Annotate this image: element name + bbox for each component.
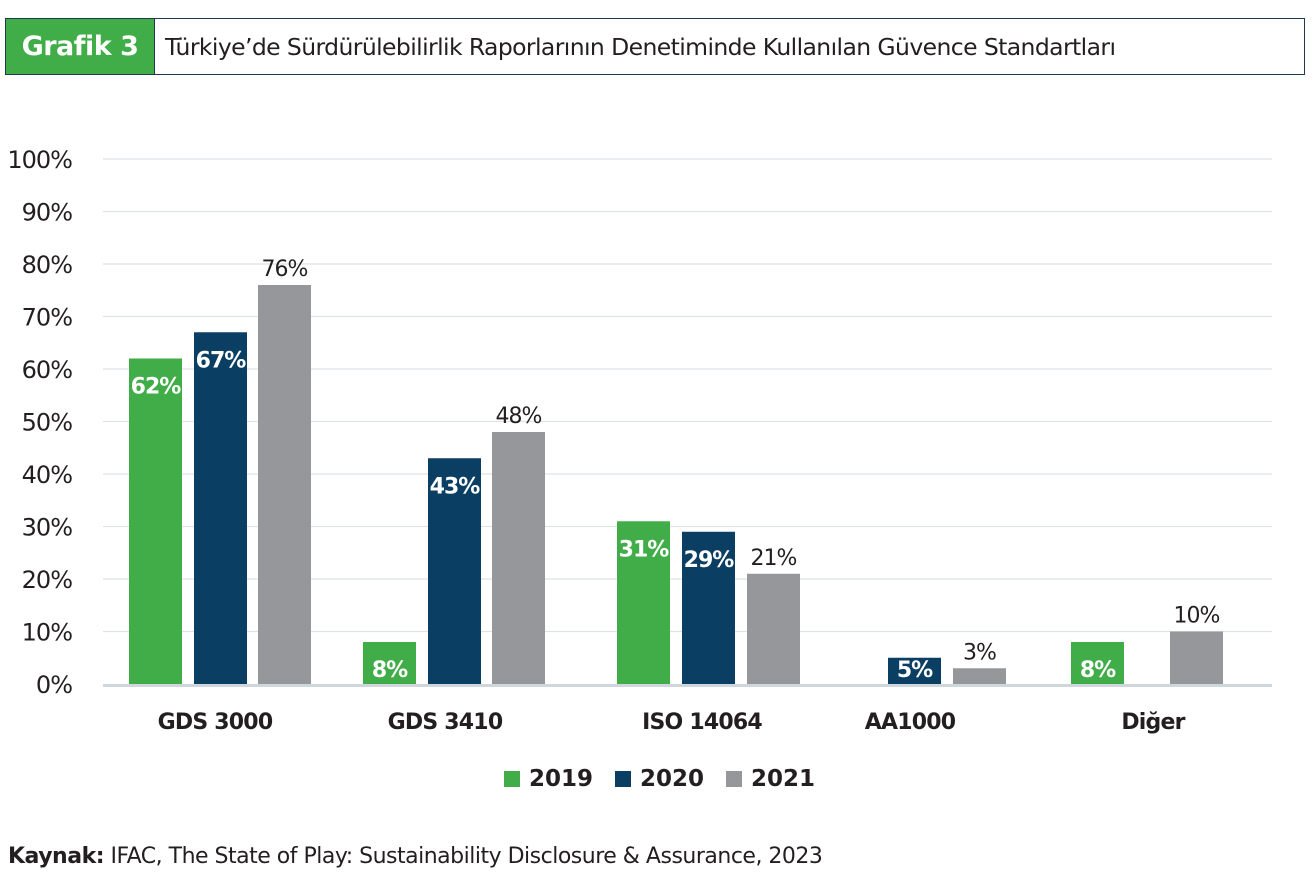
y-tick-label: 10% bbox=[22, 619, 73, 647]
legend-swatch-2020 bbox=[615, 771, 632, 787]
data-label: 8% bbox=[372, 658, 408, 683]
bars bbox=[129, 285, 1223, 684]
bar-2019-gds-3410 bbox=[363, 642, 416, 684]
data-label: 5% bbox=[897, 658, 933, 683]
y-tick-label: 50% bbox=[22, 409, 73, 437]
data-label: 31% bbox=[619, 537, 670, 562]
y-axis-ticks: 0% 10% 20% 30% 40% 50% 60% 70% 80% 90% 100% bbox=[7, 146, 73, 699]
y-tick-label: 40% bbox=[22, 461, 73, 489]
bar-2019-diğer bbox=[1071, 642, 1124, 684]
bar-2019-iso-14064 bbox=[617, 521, 670, 684]
x-tick-label: GDS 3000 bbox=[158, 710, 273, 735]
bar-2021-aa1000 bbox=[953, 668, 1006, 684]
data-label: 10% bbox=[1174, 604, 1220, 629]
bar-2020-gds-3410 bbox=[428, 458, 481, 684]
data-label: 21% bbox=[751, 546, 797, 571]
y-tick-label: 80% bbox=[22, 251, 73, 279]
bar-2020-aa1000 bbox=[888, 657, 941, 684]
bar-2021-iso-14064 bbox=[747, 573, 800, 684]
bar-chart: 0% 10% 20% 30% 40% 50% 60% 70% 80% 90% 100% 62% 8% 3… bbox=[7, 146, 1272, 735]
source-label: Kaynak: bbox=[8, 844, 105, 869]
data-label: 62% bbox=[131, 375, 182, 400]
data-label: 29% bbox=[684, 548, 735, 573]
data-label: 8% bbox=[1080, 658, 1116, 683]
x-tick-label: GDS 3410 bbox=[388, 710, 503, 735]
figure-number-tag: Grafik 3 bbox=[6, 19, 155, 74]
bar-2020-gds-3000 bbox=[194, 332, 247, 684]
legend-item-2021: 2021 bbox=[726, 766, 815, 792]
data-label: 3% bbox=[963, 640, 996, 665]
legend-label-2020: 2020 bbox=[640, 766, 705, 792]
bar-2021-diğer bbox=[1170, 631, 1223, 684]
data-label: 67% bbox=[196, 348, 247, 373]
bar-2021-gds-3410 bbox=[492, 432, 545, 684]
legend-swatch-2021 bbox=[726, 771, 743, 787]
data-labels: 62% 8% 31% 8% 67% 43% 29% 5% 76% 48% 21% 3% 10% bbox=[131, 257, 1221, 683]
legend: 2019 2020 2021 bbox=[504, 766, 837, 792]
y-tick-label: 100% bbox=[7, 146, 72, 174]
y-tick-label: 0% bbox=[36, 671, 72, 699]
y-tick-label: 20% bbox=[22, 566, 73, 594]
chart-title: Türkiye’de Sürdürülebilirlik Raporlarını… bbox=[165, 32, 1116, 61]
y-tick-label: 30% bbox=[22, 514, 73, 542]
y-tick-label: 70% bbox=[22, 304, 73, 332]
legend-label-2021: 2021 bbox=[751, 766, 816, 792]
data-label: 43% bbox=[430, 474, 481, 499]
data-label: 48% bbox=[496, 404, 542, 429]
x-axis-ticks: GDS 3000 GDS 3410 ISO 14064 AA1000 Diğer bbox=[158, 710, 1187, 735]
bar-2021-gds-3000 bbox=[258, 285, 311, 684]
legend-swatch-2019 bbox=[504, 771, 520, 787]
legend-item-2020: 2020 bbox=[615, 766, 704, 792]
bar-2020-iso-14064 bbox=[682, 531, 735, 684]
bar-2019-gds-3000 bbox=[129, 358, 182, 684]
source-text: IFAC, The State of Play: Sustainability … bbox=[104, 844, 823, 869]
x-tick-label: ISO 14064 bbox=[642, 710, 762, 735]
legend-label-2019: 2019 bbox=[529, 766, 594, 792]
legend-item-2019: 2019 bbox=[504, 766, 593, 792]
y-tick-label: 60% bbox=[22, 356, 73, 384]
x-tick-label: AA1000 bbox=[865, 710, 956, 735]
x-tick-label: Diğer bbox=[1121, 710, 1185, 735]
chart-header: Grafik 3 Türkiye’de Sürdürülebilirlik Ra… bbox=[5, 18, 1305, 75]
data-label: 76% bbox=[262, 257, 308, 282]
source-note: Kaynak: IFAC, The State of Play: Sustain… bbox=[8, 844, 823, 869]
y-tick-label: 90% bbox=[22, 199, 73, 227]
